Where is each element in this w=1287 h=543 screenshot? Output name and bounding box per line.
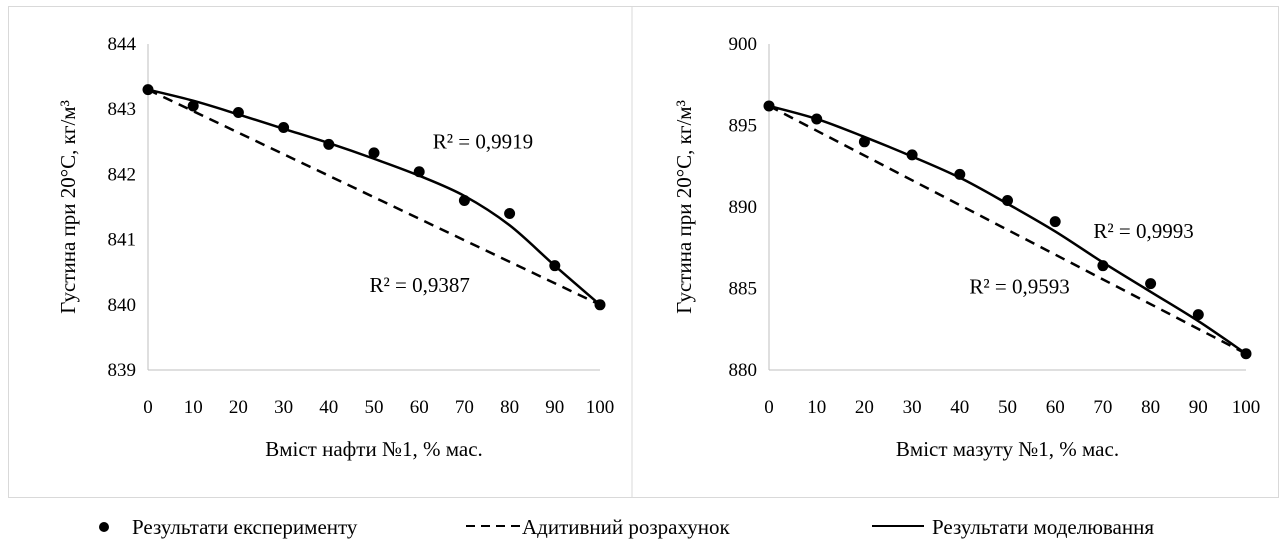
x-tick-label: 100	[586, 397, 615, 418]
x-tick-label: 0	[764, 397, 774, 418]
chart-right: 880 885 890 895 900 0 10 20 30 40 50 60 70 80 90 100 Вмі…	[672, 34, 1260, 461]
x-tick-label: 90	[1189, 397, 1208, 418]
x-tick-label: 10	[807, 397, 826, 418]
y-axis-label: Густина при 20°С, кг/м³	[56, 100, 80, 314]
r-squared-annotation: R² = 0,9593	[969, 274, 1069, 298]
y-tick-label: 842	[108, 164, 137, 185]
data-point	[763, 100, 775, 112]
data-point	[142, 84, 154, 96]
data-point	[413, 166, 425, 178]
x-tick-label: 60	[1046, 397, 1065, 418]
x-axis-label: Вміст нафти №1, % мас.	[265, 437, 483, 461]
data-point	[549, 260, 561, 272]
data-point	[187, 100, 199, 112]
data-point	[1097, 260, 1109, 272]
legend-marker-icon	[99, 522, 109, 532]
x-tick-label: 40	[319, 397, 338, 418]
y-tick-label: 880	[729, 360, 758, 381]
x-tick-label: 50	[365, 397, 384, 418]
y-tick-label: 841	[108, 230, 137, 251]
data-point	[1192, 309, 1204, 321]
y-tick-label: 844	[108, 34, 137, 55]
data-point	[504, 208, 516, 220]
x-tick-label: 80	[1141, 397, 1160, 418]
y-tick-label: 843	[108, 99, 137, 120]
data-point	[323, 138, 335, 150]
x-tick-label: 80	[500, 397, 519, 418]
y-tick-label: 840	[108, 295, 137, 316]
data-point	[368, 147, 380, 159]
x-tick-label: 20	[855, 397, 874, 418]
x-axis-label: Вміст мазуту №1, % мас.	[896, 437, 1119, 461]
x-tick-label: 60	[410, 397, 429, 418]
data-point	[458, 194, 470, 206]
x-tick-label: 20	[229, 397, 248, 418]
data-point	[1145, 278, 1157, 290]
model-line	[147, 88, 601, 306]
x-tick-label: 40	[950, 397, 969, 418]
legend: Результати експерименту Адитивний розрах…	[99, 515, 1154, 539]
data-point	[1240, 348, 1252, 360]
additive-calc-line	[768, 104, 1247, 355]
figure-frame	[8, 6, 1279, 498]
x-tick-label: 90	[545, 397, 564, 418]
r-squared-annotation: R² = 0,9919	[433, 129, 533, 153]
data-point	[594, 299, 606, 311]
data-point	[278, 121, 290, 133]
y-tick-label: 885	[729, 279, 758, 300]
legend-label-modeling: Результати моделювання	[932, 515, 1154, 539]
y-axis-label: Густина при 20°С, кг/м³	[672, 100, 696, 314]
x-tick-label: 70	[1093, 397, 1112, 418]
x-tick-label: 10	[184, 397, 203, 418]
y-tick-label: 900	[729, 34, 758, 55]
data-point	[1002, 194, 1013, 206]
legend-label-experiment: Результати експерименту	[132, 515, 358, 539]
x-tick-label: 30	[274, 397, 293, 418]
y-tick-label: 839	[108, 360, 137, 381]
data-point	[906, 149, 918, 161]
data-point	[232, 106, 244, 118]
x-tick-label: 50	[998, 397, 1017, 418]
data-point	[811, 113, 823, 125]
additive-calc-line	[147, 88, 601, 306]
x-tick-label: 30	[903, 397, 922, 418]
x-tick-label: 100	[1232, 397, 1261, 418]
x-tick-label: 0	[143, 397, 153, 418]
legend-label-additive: Адитивний розрахунок	[522, 515, 730, 539]
data-point	[1049, 216, 1061, 228]
data-point	[858, 136, 870, 148]
r-squared-annotation: R² = 0,9387	[369, 273, 469, 297]
x-tick-label: 70	[455, 397, 474, 418]
y-tick-label: 895	[729, 116, 758, 137]
y-tick-label: 890	[729, 197, 758, 218]
data-point	[954, 168, 966, 180]
r-squared-annotation: R² = 0,9993	[1093, 219, 1193, 243]
chart-left: 839 840 841 842 843 844 0 10 20 30 40 50 60 70 80 90 100…	[56, 34, 614, 461]
